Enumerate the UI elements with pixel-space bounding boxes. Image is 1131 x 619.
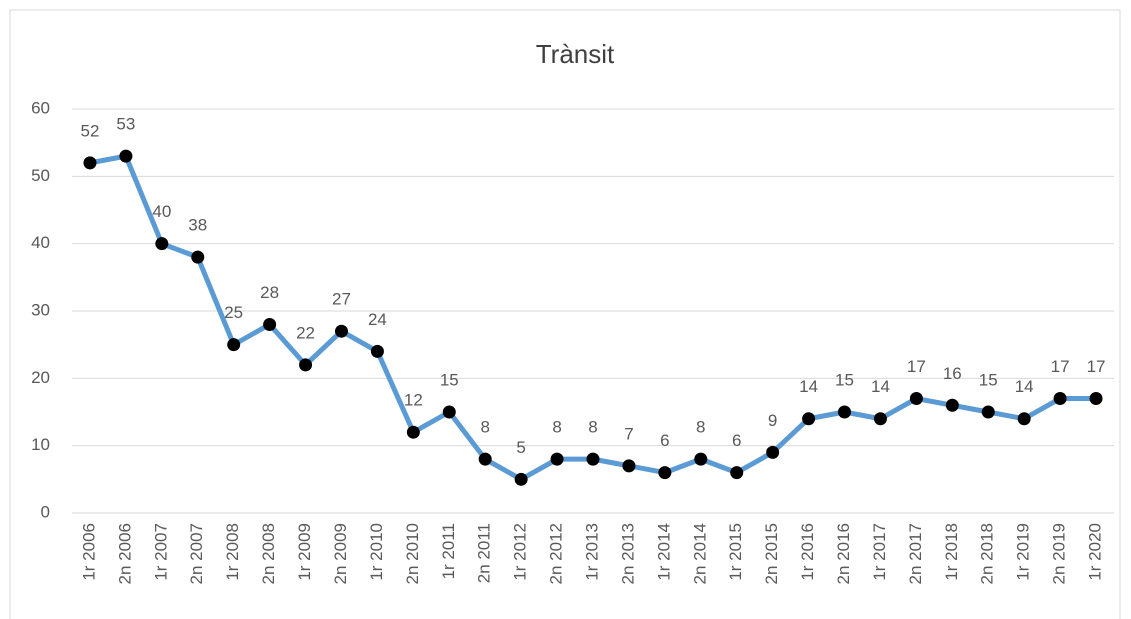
x-tick-label: 1r 2014 bbox=[654, 523, 673, 581]
data-label: 6 bbox=[660, 431, 669, 450]
data-label: 14 bbox=[1015, 377, 1034, 396]
marker bbox=[766, 445, 780, 459]
x-tick-label: 2n 2019 bbox=[1050, 523, 1069, 584]
data-label: 8 bbox=[552, 418, 561, 437]
x-tick-label: 1r 2011 bbox=[439, 523, 458, 579]
x-tick-label: 2n 2014 bbox=[690, 523, 709, 584]
data-label: 28 bbox=[260, 283, 279, 302]
marker bbox=[658, 466, 672, 480]
marker bbox=[730, 466, 744, 480]
x-tick-label: 1r 2006 bbox=[79, 523, 98, 581]
data-label: 15 bbox=[835, 370, 854, 389]
x-tick-label: 2n 2013 bbox=[618, 523, 637, 584]
marker bbox=[694, 452, 708, 466]
x-tick-label: 2n 2008 bbox=[259, 523, 278, 584]
marker bbox=[622, 459, 636, 473]
marker bbox=[550, 452, 564, 466]
data-label: 7 bbox=[624, 424, 633, 443]
x-tick-label: 1r 2008 bbox=[223, 523, 242, 581]
x-tick-label: 1r 2013 bbox=[582, 523, 601, 581]
data-label: 8 bbox=[480, 418, 489, 437]
data-label: 8 bbox=[588, 418, 597, 437]
data-label: 17 bbox=[1087, 357, 1106, 376]
marker bbox=[263, 317, 277, 331]
y-tick-label: 40 bbox=[31, 233, 50, 252]
marker bbox=[873, 412, 887, 426]
marker bbox=[981, 405, 995, 419]
marker bbox=[1089, 392, 1103, 406]
x-tick-label: 2n 2006 bbox=[115, 523, 134, 584]
x-tick-label: 1r 2020 bbox=[1086, 523, 1105, 581]
chart-frame bbox=[9, 9, 1121, 619]
x-tick-label: 2n 2018 bbox=[978, 523, 997, 584]
marker bbox=[155, 237, 169, 251]
marker bbox=[586, 452, 600, 466]
marker bbox=[838, 405, 852, 419]
y-tick-label: 20 bbox=[31, 368, 50, 387]
marker bbox=[945, 398, 959, 412]
x-tick-label: 2n 2010 bbox=[403, 523, 422, 584]
y-tick-label: 10 bbox=[31, 435, 50, 454]
data-label: 22 bbox=[296, 323, 315, 342]
marker bbox=[1053, 392, 1067, 406]
marker bbox=[370, 344, 384, 358]
marker bbox=[909, 392, 923, 406]
x-tick-label: 2n 2009 bbox=[331, 523, 350, 584]
marker bbox=[478, 452, 492, 466]
x-tick-label: 1r 2010 bbox=[367, 523, 386, 581]
y-tick-label: 50 bbox=[31, 166, 50, 185]
x-tick-label: 1r 2007 bbox=[151, 523, 170, 581]
marker bbox=[299, 358, 313, 372]
data-label: 8 bbox=[696, 418, 705, 437]
marker bbox=[514, 472, 528, 486]
marker bbox=[1017, 412, 1031, 426]
data-label: 6 bbox=[732, 431, 741, 450]
data-label: 17 bbox=[1051, 357, 1070, 376]
data-label: 14 bbox=[871, 377, 890, 396]
data-label: 24 bbox=[368, 310, 387, 329]
x-tick-label: 1r 2015 bbox=[726, 523, 745, 581]
marker bbox=[191, 250, 205, 264]
marker bbox=[334, 324, 348, 338]
data-label: 25 bbox=[224, 303, 243, 322]
marker bbox=[227, 338, 241, 352]
data-label: 53 bbox=[116, 115, 135, 134]
x-tick-label: 1r 2019 bbox=[1014, 523, 1033, 581]
data-label: 17 bbox=[907, 357, 926, 376]
x-tick-label: 2n 2011 bbox=[475, 523, 494, 583]
y-tick-label: 30 bbox=[31, 300, 50, 319]
x-tick-label: 2n 2017 bbox=[906, 523, 925, 584]
marker bbox=[442, 405, 456, 419]
x-tick-label: 2n 2012 bbox=[547, 523, 566, 584]
x-tick-label: 2n 2007 bbox=[187, 523, 206, 584]
y-tick-label: 0 bbox=[41, 502, 50, 521]
marker bbox=[119, 149, 133, 163]
chart-title: Trànsit bbox=[536, 39, 615, 69]
data-label: 16 bbox=[943, 364, 962, 383]
data-label: 27 bbox=[332, 290, 351, 309]
marker bbox=[83, 156, 97, 170]
data-label: 15 bbox=[979, 370, 998, 389]
y-tick-label: 60 bbox=[31, 98, 50, 117]
x-tick-label: 1r 2017 bbox=[870, 523, 889, 581]
data-label: 15 bbox=[440, 370, 459, 389]
data-label: 12 bbox=[404, 391, 423, 410]
x-tick-label: 1r 2018 bbox=[942, 523, 961, 581]
marker bbox=[802, 412, 816, 426]
data-label: 14 bbox=[799, 377, 818, 396]
data-label: 40 bbox=[152, 202, 171, 221]
marker bbox=[406, 425, 420, 439]
data-label: 38 bbox=[188, 216, 207, 235]
data-label: 52 bbox=[81, 121, 100, 140]
data-label: 5 bbox=[516, 438, 525, 457]
x-tick-label: 2n 2016 bbox=[834, 523, 853, 584]
data-label: 9 bbox=[768, 411, 777, 430]
x-tick-label: 1r 2012 bbox=[511, 523, 530, 581]
x-tick-label: 2n 2015 bbox=[762, 523, 781, 584]
x-tick-label: 1r 2009 bbox=[295, 523, 314, 581]
x-tick-label: 1r 2016 bbox=[798, 523, 817, 581]
